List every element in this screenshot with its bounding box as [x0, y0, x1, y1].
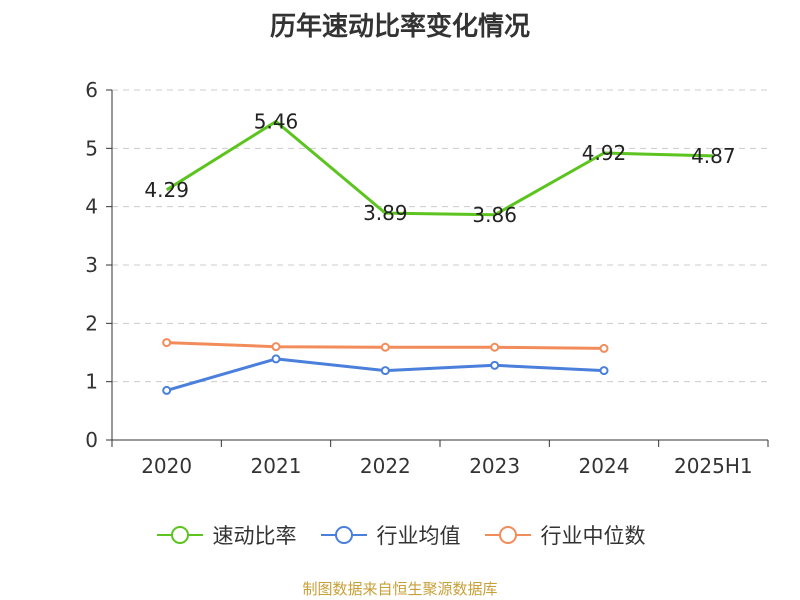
gridlines — [112, 89, 768, 383]
x-tick-label: 2021 — [251, 454, 302, 478]
data-point — [271, 342, 281, 352]
data-label: 3.86 — [472, 203, 517, 227]
legend-item-industry-median[interactable]: 行业中位数 — [483, 520, 646, 550]
data-point — [599, 343, 609, 353]
y-tick-label: 1 — [85, 370, 98, 394]
legend-marker-icon — [156, 526, 203, 544]
legend-label: 行业中位数 — [540, 524, 646, 548]
data-label: 5.46 — [254, 110, 299, 134]
legend-item-industry-mean[interactable]: 行业均值 — [319, 520, 461, 550]
data-label: 4.92 — [582, 141, 627, 165]
source-note: 制图数据来自恒生聚源数据库 — [302, 580, 498, 598]
x-tick-label: 2020 — [141, 454, 192, 478]
series-lines — [162, 120, 714, 395]
legend-label: 行业均值 — [376, 524, 461, 548]
chart-title: 历年速动比率变化情况 — [269, 12, 530, 42]
legend-item-quick-ratio[interactable]: 速动比率 — [155, 520, 297, 550]
series-line-0 — [165, 120, 714, 217]
y-tick-label: 5 — [85, 136, 98, 160]
data-point — [271, 354, 281, 364]
data-labels: 4.29 5.46 3.89 3.86 4.92 4.87 — [144, 110, 735, 227]
data-label: 4.29 — [144, 178, 189, 202]
data-point — [490, 360, 500, 370]
data-point — [599, 366, 609, 376]
x-tick-label: 2023 — [469, 454, 520, 478]
data-label: 4.87 — [691, 144, 736, 168]
data-point — [162, 385, 172, 395]
axes: 0 1 2 3 4 5 6 2020 2021 2022 2023 2024 2025H1 — [85, 78, 769, 478]
legend-marker-icon — [484, 526, 531, 544]
data-point — [380, 366, 390, 376]
x-tick-label: 2022 — [360, 454, 411, 478]
y-tick-label: 0 — [85, 428, 98, 452]
y-tick-label: 6 — [85, 78, 98, 102]
legend-label: 速动比率 — [212, 524, 297, 548]
data-label: 3.89 — [363, 201, 408, 225]
x-tick-label: 2024 — [579, 454, 630, 478]
x-tick-label: 2025H1 — [674, 454, 753, 478]
y-tick-label: 3 — [85, 253, 98, 277]
data-point — [162, 338, 172, 348]
legend-marker-icon — [320, 526, 367, 544]
data-point — [380, 342, 390, 352]
y-tick-label: 4 — [85, 195, 98, 219]
y-tick-label: 2 — [85, 311, 98, 335]
data-point — [490, 342, 500, 352]
legend: 速动比率 行业均值 行业中位数 — [0, 520, 800, 550]
